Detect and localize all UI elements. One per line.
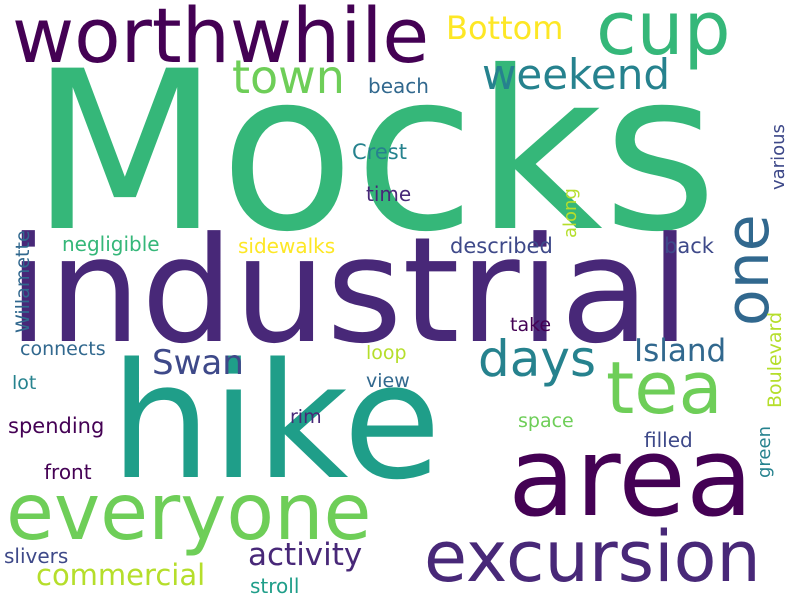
word-view: view [366, 370, 410, 392]
word-slivers: slivers [4, 544, 69, 568]
word-described: described [450, 234, 553, 258]
word-boulevard: Boulevard [764, 312, 786, 409]
word-green: green [754, 426, 775, 478]
word-town: town [232, 50, 345, 104]
word-negligible: negligible [62, 232, 160, 256]
word-cup: cup [596, 0, 731, 72]
word-everyone: everyone [6, 468, 372, 558]
word-weekend: weekend [482, 50, 670, 99]
word-various: various [768, 124, 789, 190]
word-time: time [366, 182, 412, 206]
word-hike: hike [110, 328, 442, 515]
word-beach: beach [368, 74, 429, 98]
word-swan: Swan [152, 343, 244, 383]
word-stroll: stroll [250, 574, 300, 598]
word-crest: Crest [352, 140, 407, 164]
word-take: take [510, 314, 552, 336]
word-commercial: commercial [36, 558, 206, 592]
word-willamette: Willamette [12, 230, 34, 333]
word-rim: rim [290, 406, 322, 428]
word-lot: lot [12, 372, 37, 394]
word-space: space [518, 410, 574, 432]
word-days: days [478, 330, 597, 388]
word-tea: tea [606, 346, 723, 430]
word-spending: spending [8, 414, 105, 438]
word-industrial: industrial [8, 206, 691, 376]
word-one: one [713, 214, 783, 326]
word-island: Island [634, 333, 727, 369]
word-loop: loop [366, 342, 407, 364]
word-mocks: Mocks [30, 24, 718, 280]
word-back: back [664, 234, 714, 258]
word-front: front [44, 460, 92, 484]
word-along: along [560, 188, 581, 238]
word-filled: filled [644, 428, 693, 452]
word-bottom: Bottom [446, 9, 564, 47]
word-sidewalks: sidewalks [238, 234, 336, 258]
word-activity: activity [248, 537, 363, 573]
word-worthwhile: worthwhile [12, 0, 430, 80]
word-area: area [508, 413, 754, 541]
word-excursion: excursion [424, 516, 761, 598]
word-connects: connects [20, 338, 106, 360]
